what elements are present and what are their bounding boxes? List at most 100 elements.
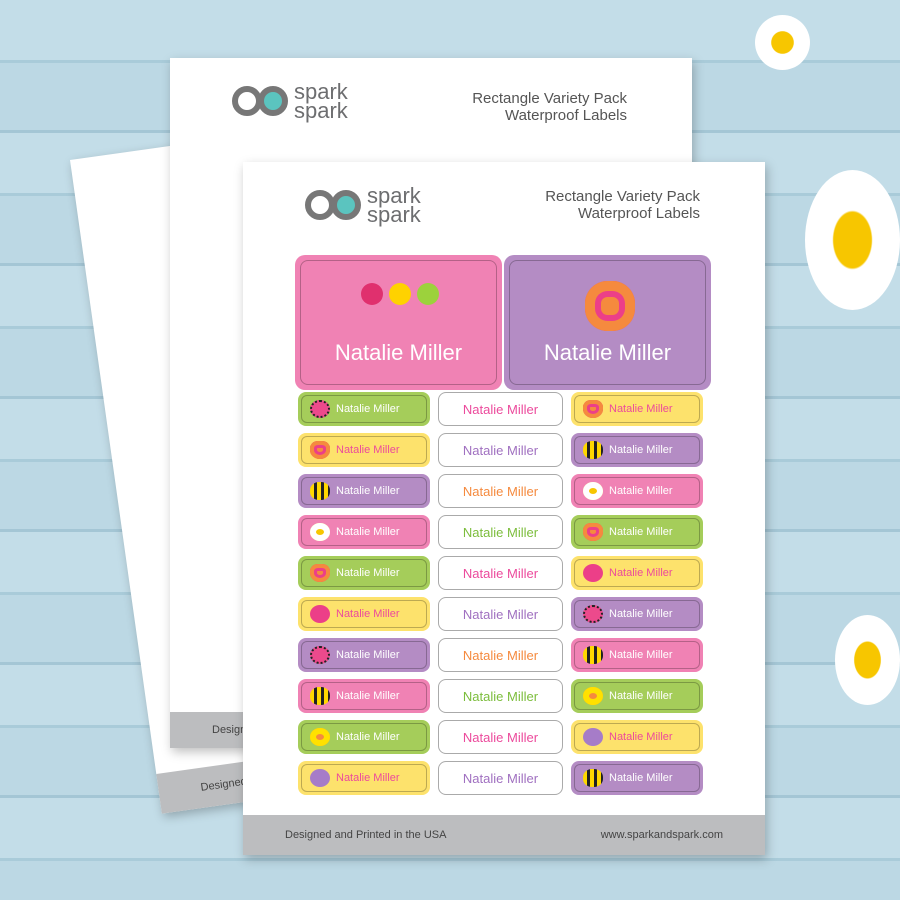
butterfly-icon	[585, 281, 635, 331]
label-name: Natalie Miller	[336, 526, 400, 538]
heart-infinity-logo-icon	[232, 86, 290, 116]
name-label: Natalie Miller	[438, 474, 563, 508]
flowers-icon	[361, 283, 439, 305]
name-label: Natalie Miller	[298, 515, 430, 549]
label-name: Natalie Miller	[609, 731, 673, 743]
label-name: Natalie Miller	[462, 647, 539, 663]
bee-icon	[583, 646, 603, 664]
flower-yellow-icon	[583, 687, 603, 705]
name-label: Natalie Miller	[298, 433, 430, 467]
heart-infinity-logo-icon	[305, 190, 363, 220]
label-name: Natalie Miller	[609, 403, 673, 415]
label-name: Natalie Miller	[462, 401, 539, 417]
brand-word: spark	[367, 183, 421, 208]
name-label: Natalie Miller	[298, 679, 430, 713]
label-name: Natalie Miller	[336, 403, 400, 415]
ladybug-icon	[310, 646, 330, 664]
title-line: Waterproof Labels	[504, 107, 627, 124]
daisy-flower-decor	[805, 170, 900, 310]
sheet-title: Rectangle Variety Pack Waterproof Labels	[472, 90, 627, 124]
brand-logo: spark spark	[232, 79, 348, 123]
title-line: Waterproof Labels	[577, 205, 700, 222]
name-label: Natalie Miller	[571, 433, 703, 467]
name-label: Natalie Miller	[298, 720, 430, 754]
flower-pink-icon	[583, 564, 603, 582]
label-name: Natalie Miller	[609, 567, 673, 579]
label-name: Natalie Miller	[336, 649, 400, 661]
name-label: Natalie Miller	[298, 597, 430, 631]
brand-word: spark	[294, 98, 348, 123]
label-name: Natalie Miller	[609, 649, 673, 661]
label-name: Natalie Miller	[462, 565, 539, 581]
name-label: Natalie Miller	[438, 433, 563, 467]
small-label-grid: Natalie Miller Natalie Miller Natalie Mill…	[298, 392, 703, 795]
name-label: Natalie Miller	[438, 638, 563, 672]
ladybug-icon	[583, 605, 603, 623]
footer-website: www.sparkandspark.com	[600, 829, 723, 841]
label-name: Natalie Miller	[543, 340, 672, 365]
label-name: Natalie Miller	[336, 690, 400, 702]
ladybug-icon	[310, 400, 330, 418]
label-name: Natalie Miller	[462, 688, 539, 704]
name-label: Natalie Miller	[438, 515, 563, 549]
daisy-flower-decor	[835, 615, 900, 705]
label-name: Natalie Miller	[336, 567, 400, 579]
brand-word: spark	[294, 79, 348, 104]
label-name: Natalie Miller	[462, 483, 539, 499]
label-name: Natalie Miller	[462, 524, 539, 540]
name-label: Natalie Miller	[438, 597, 563, 631]
sheet-title: Rectangle Variety Pack Waterproof Labels	[545, 188, 700, 222]
name-label: Natalie Miller	[571, 392, 703, 426]
name-label: Natalie Miller	[571, 761, 703, 795]
name-label: Natalie Miller	[298, 761, 430, 795]
butterfly-icon	[583, 523, 603, 541]
bee-icon	[310, 687, 330, 705]
daisy-flower-decor	[755, 15, 810, 70]
bee-icon	[583, 769, 603, 787]
name-label: Natalie Miller	[571, 638, 703, 672]
name-label: Natalie Miller	[571, 679, 703, 713]
butterfly-icon	[310, 564, 330, 582]
label-name: Natalie Miller	[334, 340, 463, 365]
label-name: Natalie Miller	[336, 485, 400, 497]
name-label: Natalie Miller	[438, 392, 563, 426]
title-line: Rectangle Variety Pack	[545, 188, 700, 205]
name-label: Natalie Miller	[571, 515, 703, 549]
label-name: Natalie Miller	[609, 444, 673, 456]
label-name: Natalie Miller	[609, 526, 673, 538]
label-name: Natalie Miller	[462, 729, 539, 745]
name-label: Natalie Miller	[571, 720, 703, 754]
large-label-flowers: Natalie Miller	[295, 255, 502, 390]
flower-white-icon	[310, 523, 330, 541]
label-name: Natalie Miller	[462, 442, 539, 458]
butterfly-icon	[310, 441, 330, 459]
label-sheet: spark spark Rectangle Variety Pack Waterpr…	[243, 162, 765, 855]
sheet-footer: Designed and Printed in the USA www.spar…	[243, 815, 765, 855]
large-label-butterfly: Natalie Miller	[504, 255, 711, 390]
label-name: Natalie Miller	[336, 731, 400, 743]
flower-purple-icon	[583, 728, 603, 746]
title-line: Rectangle Variety Pack	[472, 90, 627, 107]
name-label: Natalie Miller	[571, 556, 703, 590]
label-name: Natalie Miller	[336, 772, 400, 784]
brand-word: spark	[367, 202, 421, 227]
label-name: Natalie Miller	[336, 444, 400, 456]
bee-icon	[310, 482, 330, 500]
name-label: Natalie Miller	[298, 392, 430, 426]
brand-logo: spark spark	[305, 183, 421, 227]
label-name: Natalie Miller	[462, 770, 539, 786]
name-label: Natalie Miller	[571, 597, 703, 631]
label-name: Natalie Miller	[609, 772, 673, 784]
name-label: Natalie Miller	[298, 474, 430, 508]
footer-made-in-usa: Designed and Printed in the USA	[285, 829, 447, 841]
name-label: Natalie Miller	[438, 679, 563, 713]
flower-yellow-icon	[310, 728, 330, 746]
butterfly-icon	[583, 400, 603, 418]
name-label: Natalie Miller	[571, 474, 703, 508]
flower-purple-icon	[310, 769, 330, 787]
label-name: Natalie Miller	[609, 690, 673, 702]
bee-icon	[583, 441, 603, 459]
name-label: Natalie Miller	[438, 556, 563, 590]
name-label: Natalie Miller	[298, 638, 430, 672]
label-name: Natalie Miller	[609, 485, 673, 497]
